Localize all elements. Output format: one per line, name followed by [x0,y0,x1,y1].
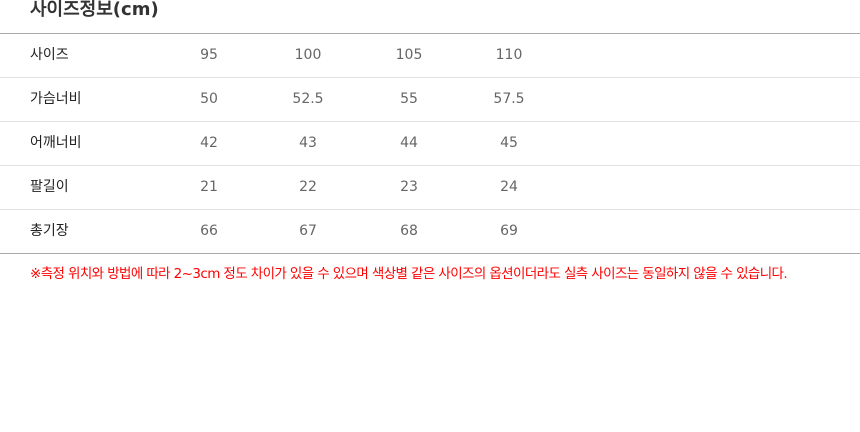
table-cell: 45 [500,135,518,151]
row-label: 사이즈 [30,47,69,63]
table-cell: 66 [200,223,218,239]
table-cell: 57.5 [493,91,525,107]
row-label: 가슴너비 [30,91,82,107]
table-row: 가슴너비 50 52.5 55 57.5 [0,78,860,122]
row-label: 어깨너비 [30,135,82,151]
table-cell: 21 [200,179,218,195]
measurement-note: ※측정 위치와 방법에 따라 2~3cm 정도 차이가 있을 수 있으며 색상별… [30,266,788,282]
table-cell: 52.5 [292,91,324,107]
table-cell: 43 [299,135,317,151]
table-cell: 95 [200,47,218,63]
table-cell: 110 [495,47,523,63]
table-row: 어깨너비 42 43 44 45 [0,122,860,166]
table-cell: 105 [395,47,423,63]
table-cell: 55 [400,91,418,107]
table-cell: 22 [299,179,317,195]
table-cell: 42 [200,135,218,151]
table-cell: 100 [294,47,322,63]
table-cell: 50 [200,91,218,107]
table-cell: 44 [400,135,418,151]
table-cell: 23 [400,179,418,195]
table-row: 총기장 66 67 68 69 [0,210,860,253]
table-cell: 24 [500,179,518,195]
table-row: 팔길이 21 22 23 24 [0,166,860,210]
row-label: 총기장 [30,223,69,239]
table-row: 사이즈 95 100 105 110 [0,34,860,78]
table-cell: 68 [400,223,418,239]
size-info-title: 사이즈정보(cm) [30,0,159,20]
row-label: 팔길이 [30,179,69,195]
table-cell: 69 [500,223,518,239]
size-table: 사이즈 95 100 105 110 가슴너비 50 52.5 55 57.5 어깨너비 42 43 44… [0,33,860,254]
table-cell: 67 [299,223,317,239]
